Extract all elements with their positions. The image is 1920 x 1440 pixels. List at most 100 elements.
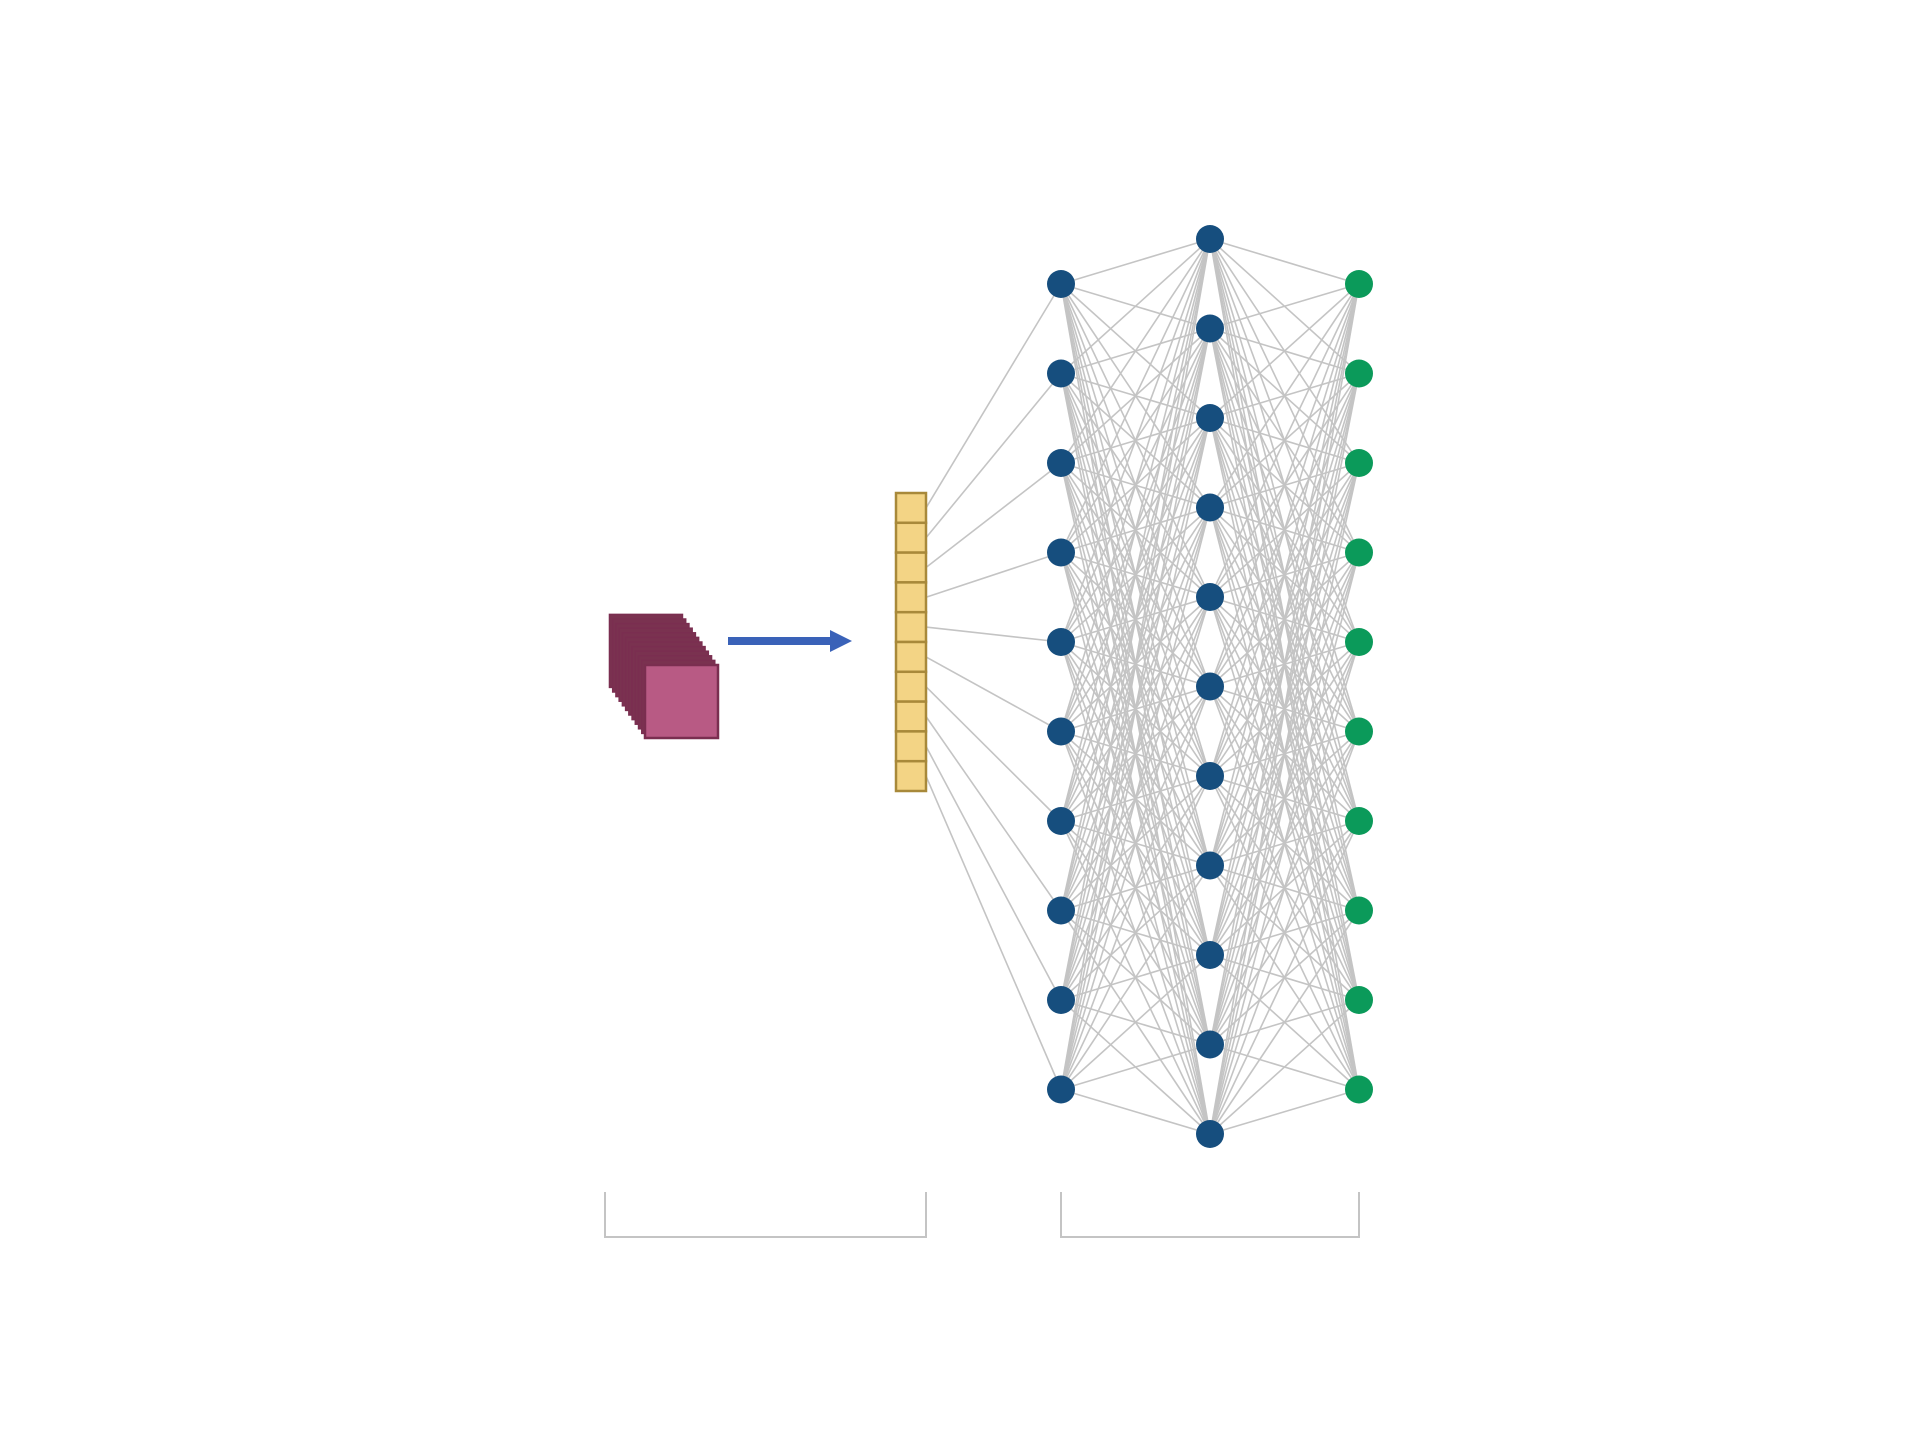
hidden-node [1196, 493, 1224, 522]
connection-line [925, 283, 1062, 509]
connection-line [1060, 596, 1211, 1090]
output-node [1345, 449, 1373, 477]
connection-line [1209, 552, 1360, 1135]
output-node [1345, 896, 1373, 925]
output-node [1345, 1075, 1373, 1104]
hidden-node [1196, 851, 1224, 880]
connection-line [1060, 865, 1211, 1090]
output-node [1345, 359, 1373, 388]
connection-line [925, 745, 1062, 1001]
hidden-node [1196, 1120, 1224, 1148]
hidden-node [1047, 538, 1075, 567]
hidden-node [1047, 807, 1075, 835]
connection-line [1060, 775, 1211, 1090]
connection-line [1209, 283, 1360, 419]
flatten-cell [894, 610, 928, 644]
connection-line [1209, 283, 1360, 777]
arrow-head [830, 630, 852, 652]
flatten-cell [894, 581, 928, 614]
connection-line [1060, 417, 1211, 1090]
connection-line [1060, 686, 1211, 1090]
connection-line [925, 775, 1062, 1090]
connection-line [1060, 238, 1211, 1090]
feature-map-stack [608, 613, 720, 740]
hidden-node [1047, 359, 1075, 388]
connection-line [1060, 238, 1211, 464]
flatten-cell [894, 700, 928, 733]
connection-line [1060, 238, 1211, 643]
connection-line [1209, 462, 1360, 1135]
connection-line [1060, 238, 1211, 285]
flatten-cell [894, 491, 928, 525]
connection-line [925, 626, 1062, 643]
network-nodes [1047, 225, 1373, 1148]
hidden-node [1047, 628, 1075, 656]
connection-line [925, 372, 1062, 539]
connection-line [1209, 999, 1360, 1135]
connection-line [1060, 238, 1211, 822]
flatten-arrow [728, 630, 852, 652]
output-node [1345, 986, 1373, 1014]
connection-line [1209, 283, 1360, 687]
connection-line [1209, 283, 1360, 866]
connection-line [1209, 820, 1360, 1135]
hidden-node [1047, 270, 1075, 298]
output-node [1345, 270, 1373, 298]
connection-line [1209, 373, 1360, 1135]
connection-line [1060, 328, 1211, 1090]
hidden-node [1196, 404, 1224, 432]
output-node [1345, 807, 1373, 835]
connection-line [1060, 1088, 1211, 1135]
connection-line [1060, 238, 1211, 553]
hidden-node [1047, 717, 1075, 746]
connection-line [1209, 641, 1360, 1135]
hidden-node [1047, 449, 1075, 477]
connection-line [1209, 283, 1360, 1135]
connection-line [1060, 238, 1211, 375]
flatten-cell [894, 640, 928, 674]
output-node [1345, 628, 1373, 656]
hidden-node [1196, 672, 1224, 701]
connection-line [1060, 1043, 1211, 1091]
classification-bracket [1060, 1192, 1360, 1238]
connection-line [925, 716, 1062, 911]
output-node [1345, 538, 1373, 567]
hidden-node [1047, 896, 1075, 925]
flatten-cell [894, 759, 928, 793]
connection-line [925, 656, 1062, 733]
connection-line [1209, 238, 1360, 285]
connection-line [925, 686, 1062, 822]
flatten-cell [894, 551, 928, 584]
hidden-node [1196, 225, 1224, 253]
connection-line [1209, 731, 1360, 1135]
connection-line [1060, 238, 1211, 911]
output-node [1345, 717, 1373, 746]
connection-line [925, 551, 1062, 599]
hidden-node [1196, 941, 1224, 969]
connection-line [1060, 238, 1211, 732]
flatten-cell [894, 670, 928, 703]
connection-line [1209, 283, 1360, 956]
hidden-node [1047, 1075, 1075, 1104]
hidden-node [1196, 314, 1224, 343]
feature-map-front [643, 663, 720, 740]
section-brackets [604, 1192, 1360, 1238]
flatten-vector [894, 491, 928, 793]
connection-line [1209, 283, 1360, 1045]
connection-line [1060, 238, 1211, 1001]
connection-line [1209, 283, 1360, 508]
connection-line [1209, 910, 1360, 1135]
hidden-node [1196, 1030, 1224, 1059]
connection-line [1209, 283, 1360, 330]
hidden-node [1047, 986, 1075, 1014]
connection-line [1209, 1088, 1360, 1135]
connection-line [1209, 283, 1360, 598]
hidden-node [1196, 762, 1224, 790]
flatten-cell [894, 730, 928, 763]
connection-line [925, 462, 1062, 569]
fully-connected-edges [925, 238, 1360, 1135]
feature-extraction-bracket [604, 1192, 927, 1238]
connection-line [1060, 954, 1211, 1091]
hidden-node [1196, 583, 1224, 611]
